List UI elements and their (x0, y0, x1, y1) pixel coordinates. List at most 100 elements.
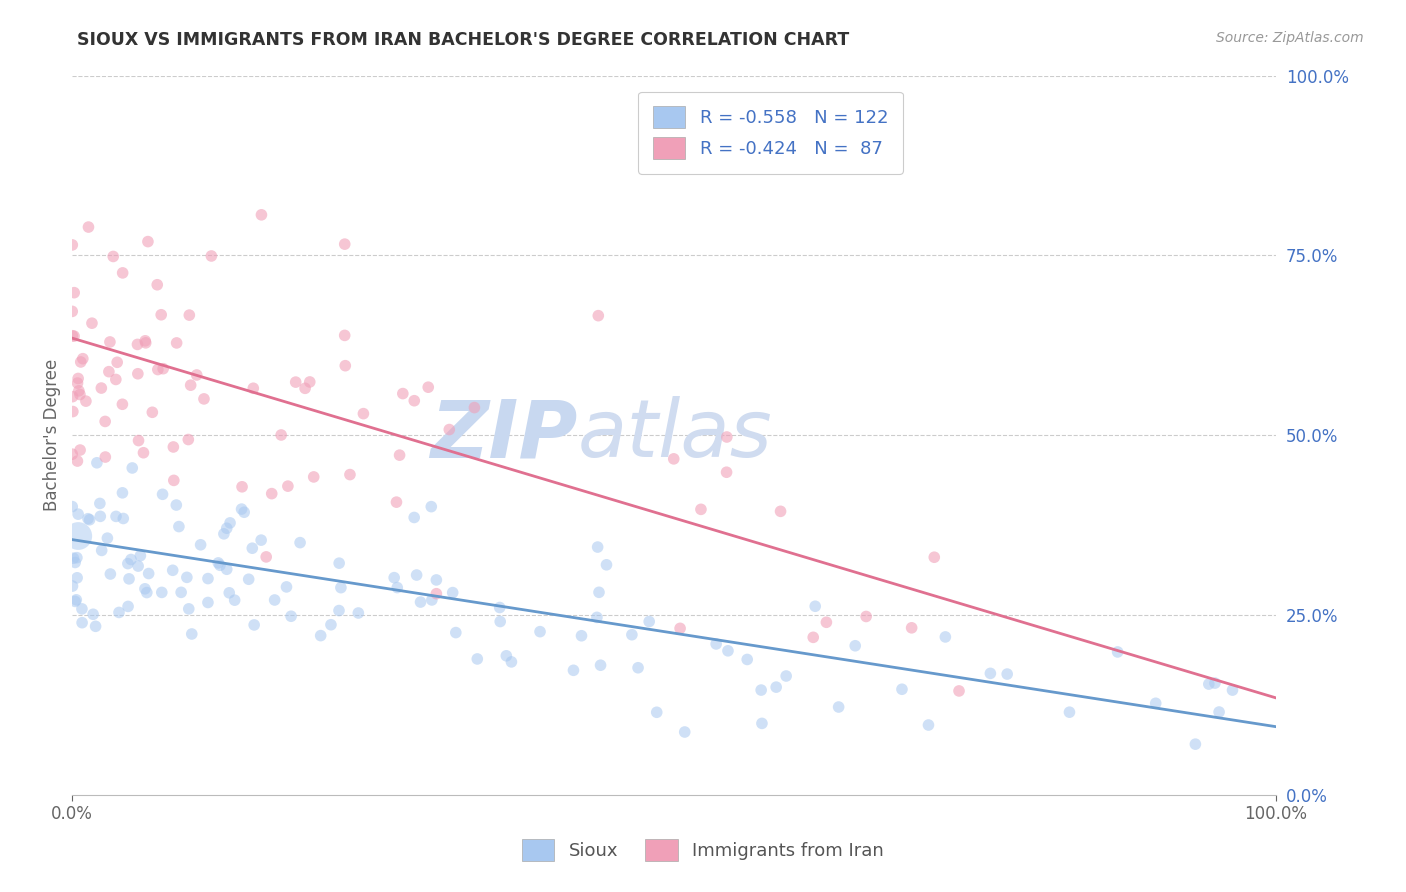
Point (673, 725, 696, 739)
Point (219, 516, 242, 530)
Point (89, 496, 111, 510)
Point (243, 618, 266, 632)
Point (66, 571, 89, 585)
Point (132, 446, 155, 460)
Point (193, 392, 215, 406)
Point (150, 308, 173, 322)
Point (146, 362, 169, 376)
Point (176, 570, 198, 584)
Point (328, 556, 350, 570)
Point (163, 474, 186, 488)
Point (105, 355, 128, 369)
Point (418, 380, 440, 394)
Point (103, 250, 125, 264)
Point (934, 630, 956, 644)
Point (735, 652, 758, 666)
Point (716, 465, 738, 479)
Point (339, 467, 361, 482)
Point (328, 603, 350, 617)
Point (167, 519, 190, 533)
Point (138, 566, 160, 581)
Point (111, 486, 134, 500)
Point (280, 609, 302, 624)
Point (804, 599, 827, 614)
Point (765, 680, 787, 694)
Point (250, 208, 273, 222)
Point (60, 238, 83, 252)
Point (98, 334, 121, 349)
Point (190, 538, 212, 552)
Point (90, 543, 112, 558)
Point (260, 486, 283, 500)
Point (716, 430, 738, 444)
Point (586, 540, 609, 554)
Point (69, 355, 91, 369)
Point (1198, 677, 1220, 691)
Point (439, 423, 461, 437)
Point (979, 666, 1001, 681)
Point (94, 450, 117, 464)
Point (284, 375, 307, 389)
Point (270, 428, 292, 442)
Point (948, 684, 970, 698)
Point (218, 586, 240, 600)
Point (595, 558, 617, 572)
Point (67, 371, 90, 385)
Point (627, 661, 650, 675)
Point (775, 669, 797, 683)
Point (571, 629, 593, 643)
Point (231, 502, 253, 516)
Point (488, 600, 510, 615)
Text: Source: ZipAtlas.com: Source: ZipAtlas.com (1216, 31, 1364, 45)
Point (233, 505, 256, 519)
Point (63, 556, 86, 570)
Point (80, 316, 103, 330)
Point (63, 329, 86, 343)
Point (79, 513, 101, 527)
Point (86, 456, 108, 470)
Point (60, 304, 83, 318)
Text: SIOUX VS IMMIGRANTS FROM IRAN BACHELOR'S DEGREE CORRELATION CHART: SIOUX VS IMMIGRANTS FROM IRAN BACHELOR'S… (77, 31, 849, 49)
Point (250, 533, 273, 548)
Point (127, 337, 149, 351)
Point (645, 706, 668, 720)
Point (1107, 645, 1129, 659)
Point (333, 237, 356, 252)
Point (197, 595, 219, 609)
Point (90, 381, 112, 395)
Point (588, 585, 610, 599)
Point (66, 454, 89, 468)
Point (70, 615, 93, 630)
Point (319, 617, 342, 632)
Point (97, 365, 120, 379)
Point (333, 328, 356, 343)
Point (420, 593, 443, 607)
Point (495, 648, 517, 663)
Point (104, 372, 127, 386)
Point (84, 619, 107, 633)
Point (387, 581, 409, 595)
Point (152, 361, 174, 376)
Point (276, 580, 298, 594)
Point (135, 335, 157, 350)
Point (111, 397, 134, 411)
Point (385, 495, 408, 509)
Point (444, 625, 467, 640)
Point (302, 470, 325, 484)
Point (67, 529, 90, 543)
Point (224, 593, 246, 607)
Point (827, 700, 849, 714)
Point (501, 655, 523, 669)
Point (277, 479, 299, 493)
Point (77, 220, 100, 235)
Point (170, 585, 193, 599)
Point (589, 658, 612, 673)
Point (134, 582, 156, 596)
Point (129, 549, 152, 563)
Point (180, 627, 202, 641)
Point (352, 407, 374, 421)
Point (65, 592, 87, 607)
Point (162, 440, 184, 454)
Point (69, 443, 91, 458)
Point (128, 434, 150, 448)
